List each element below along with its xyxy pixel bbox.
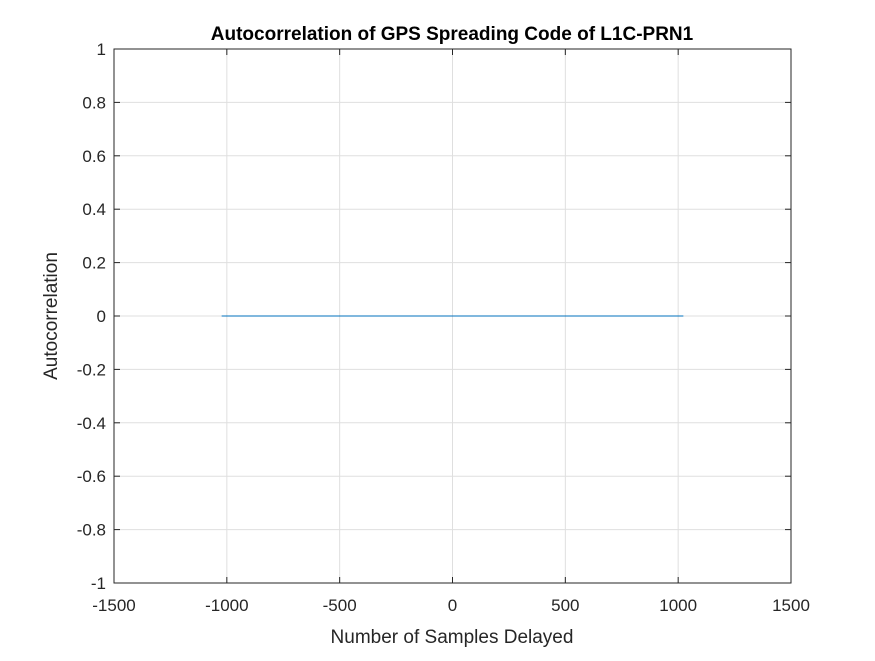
x-tick-label: -500	[323, 596, 357, 615]
x-tick-label: 1000	[659, 596, 697, 615]
x-tick-label: -1500	[92, 596, 135, 615]
y-tick-labels: -1 -0.8 -0.6 -0.4 -0.2 0 0.2 0.4 0.6 0.8 1	[77, 40, 106, 593]
y-tick-label: -1	[91, 574, 106, 593]
y-tick-label: 1	[97, 40, 106, 59]
y-tick-label: 0.6	[82, 147, 106, 166]
y-tick-label: -0.4	[77, 414, 106, 433]
x-tick-label: -1000	[205, 596, 248, 615]
x-axis-label: Number of Samples Delayed	[331, 627, 574, 648]
y-tick-label: -0.6	[77, 467, 106, 486]
y-tick-label: 0	[97, 307, 106, 326]
y-axis-label: Autocorrelation	[41, 252, 62, 380]
y-tick-label: 0.2	[82, 254, 106, 273]
y-tick-label: -0.2	[77, 360, 106, 379]
x-tick-labels: -1500 -1000 -500 0 500 1000 1500	[92, 596, 810, 615]
y-tick-label: 0.4	[82, 200, 106, 219]
chart-title: Autocorrelation of GPS Spreading Code of…	[211, 24, 694, 45]
y-tick-label: -0.8	[77, 521, 106, 540]
x-tick-label: 500	[551, 596, 579, 615]
y-tick-label: 0.8	[82, 93, 106, 112]
tick-marks	[113, 48, 792, 584]
x-tick-label: 0	[448, 596, 457, 615]
x-tick-label: 1500	[772, 596, 810, 615]
